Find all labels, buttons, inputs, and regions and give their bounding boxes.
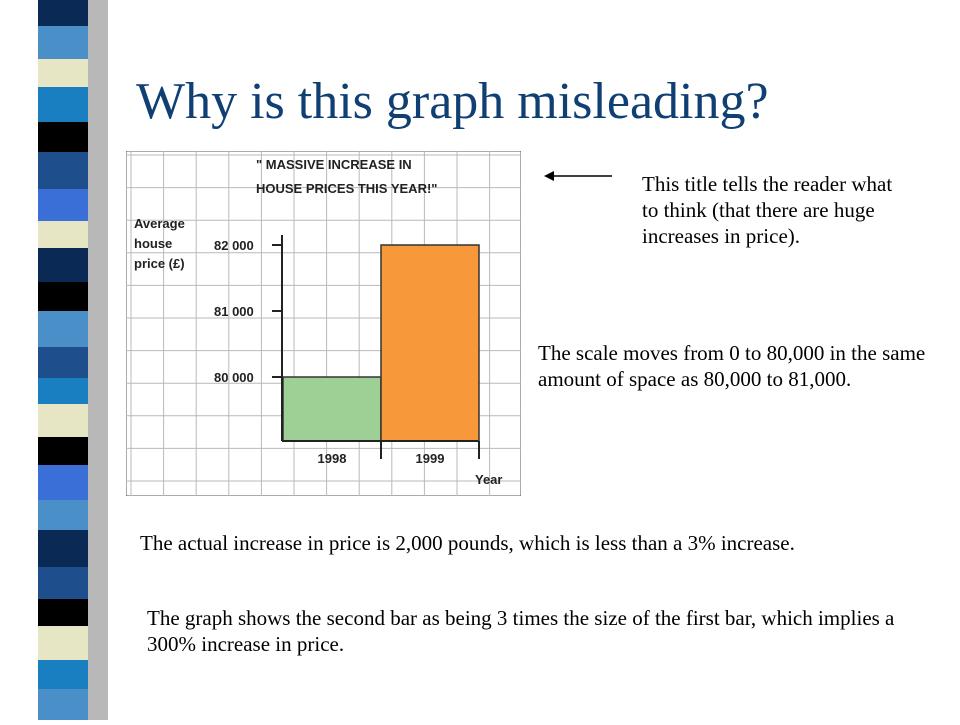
strip-gap: [30, 59, 38, 87]
chart-title: " MASSIVE INCREASE IN: [256, 157, 412, 172]
strip-gap: [30, 152, 38, 189]
strip-gap: [30, 347, 38, 378]
strip-block: [38, 530, 88, 567]
decorative-side-strip: [0, 0, 108, 725]
strip-block: [38, 404, 88, 437]
y-tick-label: 81 000: [214, 304, 254, 319]
chart-canvas: 80 000 81 000 82 000 1998 1999 Year Average hou…: [125, 150, 522, 497]
strip-gap: [30, 530, 38, 567]
y-tick-label: 82 000: [214, 238, 254, 253]
strip-block: [38, 248, 88, 282]
strip-block: [38, 347, 88, 378]
strip-gap: [30, 465, 38, 500]
strip-gap: [30, 189, 38, 221]
actual-increase-annotation: The actual increase in price is 2,000 po…: [140, 531, 795, 555]
strip-block: [38, 59, 88, 87]
strip-block: [38, 567, 88, 599]
strip-pattern: [30, 0, 108, 725]
strip-block: [38, 378, 88, 404]
strip-gap: [30, 248, 38, 282]
y-axis-label: house: [134, 236, 172, 251]
strip-gap: [30, 689, 38, 725]
y-tick-label: 80 000: [214, 370, 254, 385]
chart-title: HOUSE PRICES THIS YEAR!": [256, 181, 437, 196]
strip-block: [38, 87, 88, 122]
x-tick-label: 1998: [318, 451, 347, 466]
strip-gap: [30, 599, 38, 626]
bar-size-annotation: The graph shows the second bar as being …: [147, 606, 895, 656]
bar-1999: [380, 244, 480, 442]
strip-gap: [30, 378, 38, 404]
strip-gap: [30, 0, 38, 26]
strip-block: [38, 189, 88, 221]
strip-gap: [30, 87, 38, 122]
strip-gap: [30, 660, 38, 689]
bar-chart: 80 000 81 000 82 000 1998 1999 Year Average hou…: [125, 150, 522, 497]
strip-gap: [30, 567, 38, 599]
strip-block: [38, 626, 88, 660]
strip-block: [38, 311, 88, 347]
x-axis-label: Year: [475, 472, 502, 487]
strip-block: [38, 0, 88, 26]
title-annotation: This title tells the reader what to thin…: [642, 172, 893, 248]
y-axis-label: price (£): [134, 256, 185, 271]
strip-gap: [30, 404, 38, 437]
strip-block: [38, 221, 88, 248]
strip-gap: [30, 26, 38, 59]
strip-gap: [30, 500, 38, 530]
x-tick-label: 1999: [416, 451, 445, 466]
strip-block: [38, 282, 88, 311]
strip-block: [38, 660, 88, 689]
strip-block: [38, 26, 88, 59]
strip-gap: [30, 122, 38, 152]
bar-1998: [282, 376, 382, 442]
strip-block: [38, 437, 88, 465]
scale-annotation: The scale moves from 0 to 80,000 in the …: [538, 341, 926, 391]
strip-block: [38, 500, 88, 530]
slide-title: Why is this graph misleading?: [136, 73, 769, 130]
strip-gap: [30, 437, 38, 465]
strip-gap: [30, 311, 38, 347]
strip-shadow: [88, 0, 108, 720]
strip-gap: [30, 282, 38, 311]
strip-gap: [30, 221, 38, 248]
y-axis-label: Average: [134, 216, 185, 231]
strip-block: [38, 689, 88, 725]
strip-block: [38, 465, 88, 500]
strip-block: [38, 122, 88, 152]
strip-block: [38, 599, 88, 626]
strip-block: [38, 152, 88, 189]
strip-gap: [30, 626, 38, 660]
left-arrow-icon: [544, 171, 612, 181]
